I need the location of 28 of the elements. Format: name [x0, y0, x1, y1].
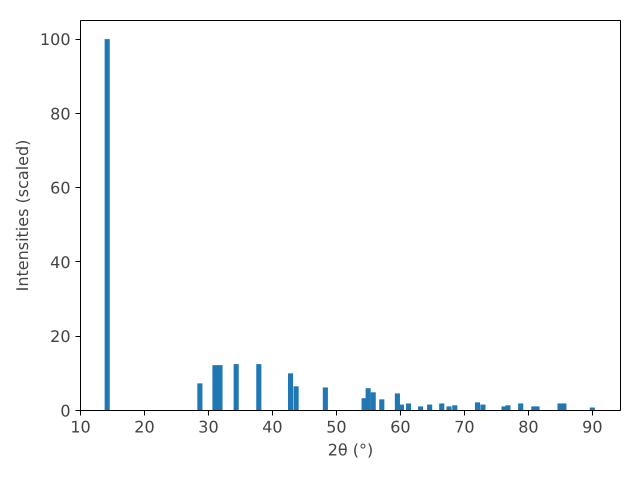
x-tick-label: 50: [326, 418, 347, 436]
bar: [104, 39, 110, 410]
bar: [379, 399, 384, 410]
bar: [322, 387, 328, 410]
y-axis-title: Intensities (scaled): [12, 140, 32, 292]
bar: [439, 403, 444, 410]
x-tick-label: 20: [134, 418, 155, 436]
x-tick-label: 10: [70, 418, 91, 436]
bar: [197, 383, 202, 410]
x-tick-label: 40: [262, 418, 283, 436]
bar: [406, 403, 412, 410]
y-tick-label: 40: [50, 252, 70, 272]
y-tick-label: 0: [60, 402, 71, 420]
x-tick-label: 60: [390, 418, 411, 436]
y-tick-label: 100: [40, 30, 71, 50]
x-tick-label: 80: [518, 418, 539, 436]
bar: [256, 364, 262, 410]
bar: [427, 404, 432, 410]
x-tick-label: 90: [582, 418, 603, 436]
bar: [518, 403, 524, 410]
y-tick-label: 20: [50, 327, 70, 346]
x-tick-label: 70: [454, 418, 475, 436]
bar: [234, 364, 239, 410]
bar: [561, 403, 566, 410]
x-axis-title: 2θ (°): [328, 440, 374, 460]
y-tick-label: 80: [50, 104, 70, 124]
x-tick-label: 30: [198, 418, 219, 436]
y-tick-label: 60: [50, 178, 70, 198]
